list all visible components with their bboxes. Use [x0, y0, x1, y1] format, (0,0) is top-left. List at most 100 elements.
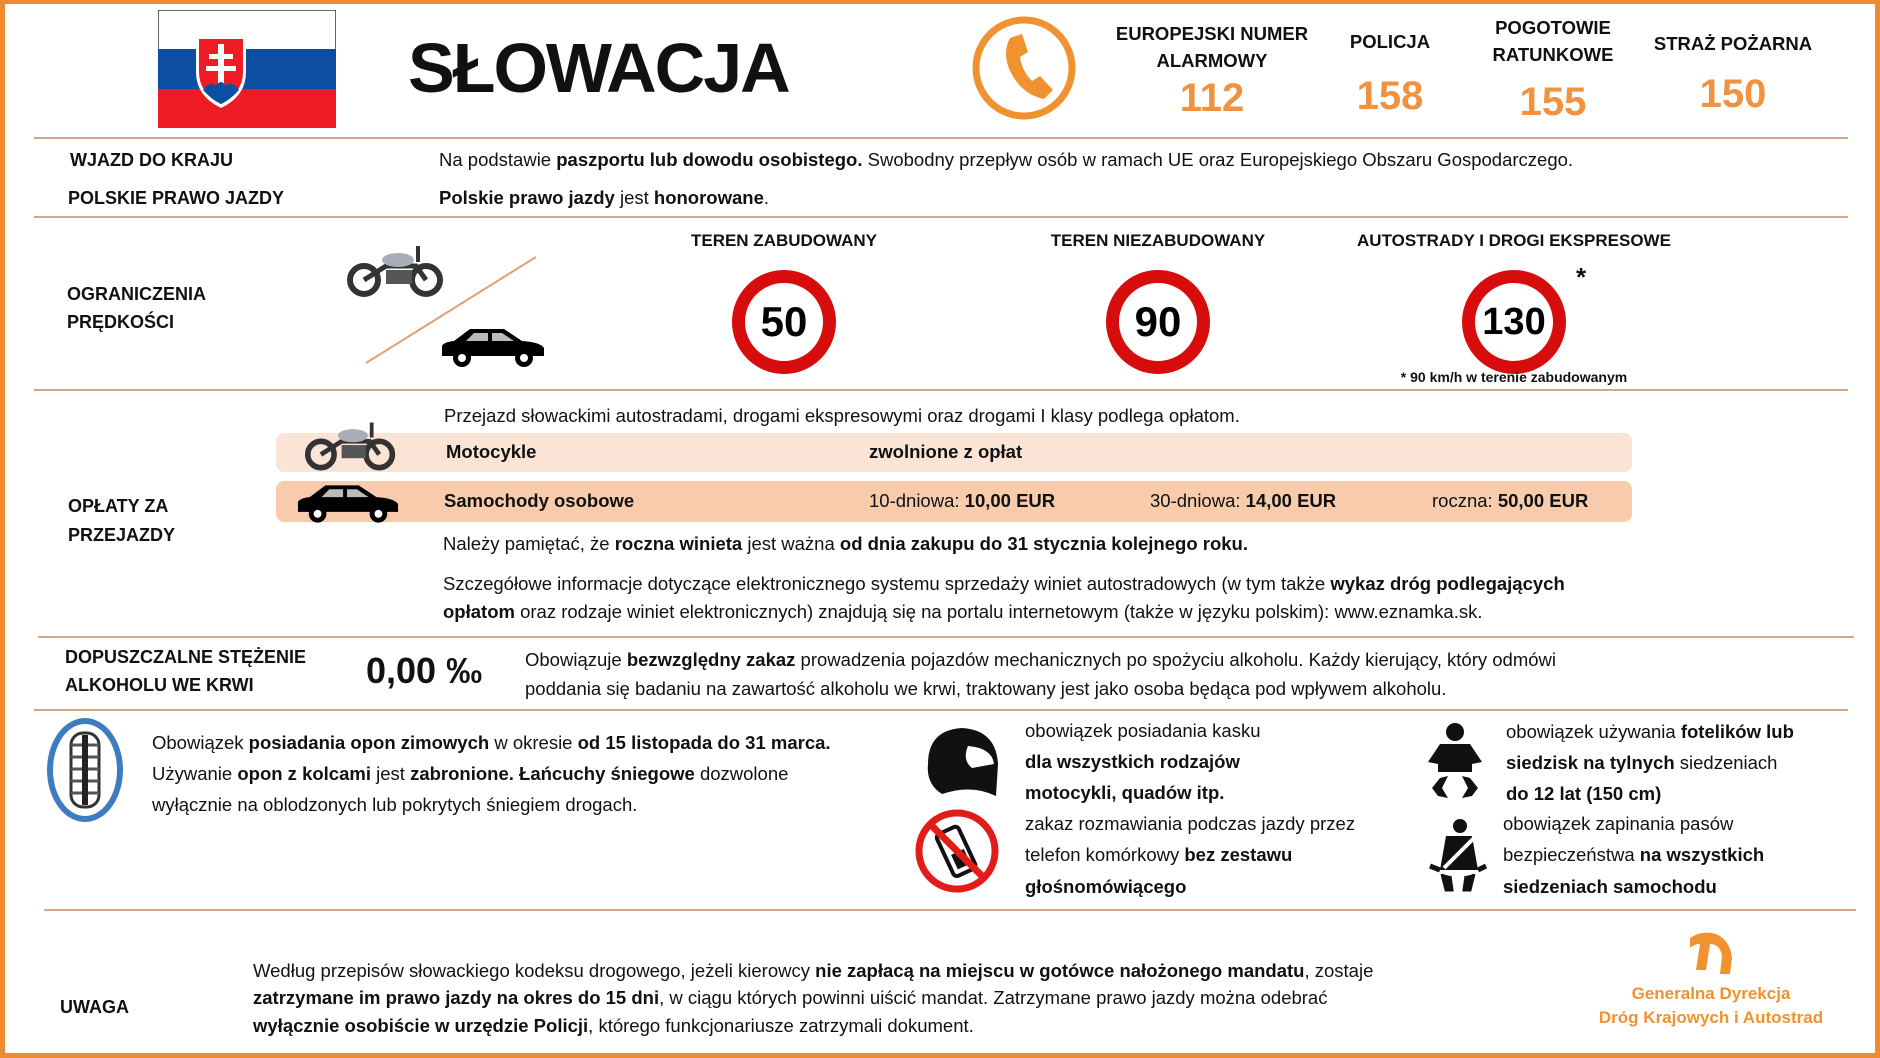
divider — [34, 709, 1848, 711]
motorcycle-icon — [304, 422, 396, 471]
page-title: SŁOWACJA — [408, 29, 791, 107]
divider — [34, 216, 1848, 218]
helmet-line3: motocykli, quadów itp. — [1025, 781, 1224, 805]
car-label: Samochody osobowe — [444, 490, 635, 511]
text-segment: Używanie — [152, 763, 238, 784]
emergency-label: STRAŻ POŻARNA — [1653, 33, 1813, 54]
no-phone-icon — [915, 809, 999, 893]
text-segment: prowadzenia pojazdów mechanicznych po sp… — [795, 649, 1557, 670]
text-segment: Szczegółowe informacje dotyczące elektro… — [443, 573, 1331, 594]
warning-line3: wyłącznie osobiście w urzędzie Policji, … — [253, 1014, 974, 1038]
text-segment: obowiązek używania — [1506, 721, 1681, 742]
child-line2: siedzisk na tylnych siedzeniach — [1506, 751, 1777, 775]
alcohol-label-line2: ALKOHOLU WE KRWI — [65, 675, 254, 695]
emergency-label: ALARMOWY — [1156, 50, 1268, 71]
divider — [34, 389, 1848, 391]
bold-text-segment: roczna winieta — [614, 533, 743, 554]
text-segment: Swobodny przepływ osób w ramach UE oraz … — [862, 149, 1574, 170]
tyres-line2: Używanie opon z kolcami jest zabronione.… — [152, 762, 788, 786]
text-segment: Na podstawie — [439, 149, 557, 170]
helmet-line2: dla wszystkich rodzajów — [1025, 750, 1240, 774]
price-amount: 14,00 EUR — [1245, 490, 1337, 511]
tolls-label-line2: PRZEJAZDY — [68, 525, 176, 545]
speed-limit-sign: 90 — [1106, 270, 1210, 374]
logo-line2: Dróg Krajowych i Autostrad — [1598, 1008, 1824, 1027]
bold-text-segment: do 12 lat (150 cm) — [1506, 783, 1662, 804]
bold-text-segment: wyłącznie osobiście w urzędzie Policji — [253, 1015, 589, 1036]
car-icon — [442, 329, 544, 367]
gddkia-logo-text: Generalna Dyrekcja Dróg Krajowych i Auto… — [1560, 982, 1862, 1030]
gddkia-logo-icon — [1690, 932, 1732, 974]
text-segment: telefon komórkowy — [1025, 844, 1185, 865]
bold-text-segment: zabronione. Łańcuchy śniegowe — [410, 763, 695, 784]
vignette-note: Należy pamiętać, że roczna winieta jest … — [443, 532, 1248, 556]
divider — [34, 137, 1848, 139]
speed-zone-label: TEREN ZABUDOWANY — [690, 231, 878, 250]
belt-line1: obowiązek zapinania pasów — [1503, 812, 1733, 836]
emergency-number: 158 — [1356, 74, 1424, 118]
emergency-label: POLICJA — [1349, 31, 1431, 52]
car-icon — [297, 485, 399, 523]
bold-text-segment: siedzisk na tylnych — [1506, 752, 1675, 773]
speed-label-line1: OGRANICZENIA — [67, 284, 206, 304]
tolls-label-line1: OPŁATY ZA — [68, 496, 169, 516]
motorcycle-toll-row — [276, 433, 1632, 472]
text-segment: , w ciągu których powinni uiścić mandat.… — [659, 987, 1328, 1008]
text-segment: jest — [614, 187, 654, 208]
phone-icon — [972, 16, 1076, 120]
text-segment: , zostaje — [1304, 960, 1374, 981]
bold-text-segment: od 15 listopada do 31 marca. — [577, 732, 831, 753]
text-segment: , którego funkcjonariusze zatrzymali dok… — [588, 1015, 974, 1036]
price-amount: 10,00 EUR — [964, 490, 1056, 511]
bold-text-segment: na wszystkich — [1639, 844, 1765, 865]
text-segment: zakaz rozmawiania podczas jazdy przez — [1025, 813, 1356, 834]
text-segment: obowiązek posiadania kasku — [1025, 720, 1261, 741]
bold-text-segment: nie zapłacą na miejscu w gotówce nałożon… — [815, 960, 1305, 981]
warning-line2: zatrzymane im prawo jazdy na okres do 15… — [253, 986, 1327, 1010]
text-segment: Według przepisów słowackiego kodeksu dro… — [253, 960, 816, 981]
text-segment: wyłącznie na oblodzonych lub pokrytych ś… — [152, 794, 638, 815]
logo-line1: Generalna Dyrekcja — [1631, 984, 1791, 1003]
vignette-price: roczna: 50,00 EUR — [1432, 489, 1588, 513]
speed-limit-sign: 130 — [1462, 270, 1566, 374]
text-segment: jest — [370, 763, 411, 784]
phone-line2: telefon komórkowy bez zestawu — [1025, 843, 1292, 867]
winter-tyre-icon — [47, 718, 123, 822]
bold-text-segment: motocykli, quadów itp. — [1025, 782, 1225, 803]
price-period: 10-dniowa: — [869, 490, 965, 511]
bold-text-segment: opłatom — [443, 601, 515, 622]
alcohol-text-line1: Obowiązuje bezwzględny zakaz prowadzenia… — [525, 648, 1556, 672]
text-segment: siedzeniach — [1674, 752, 1778, 773]
helmet-line1: obowiązek posiadania kasku — [1025, 719, 1261, 743]
tyres-line1: Obowiązek posiadania opon zimowych w okr… — [152, 731, 831, 755]
motorcycle-icon — [347, 246, 443, 297]
tyres-line3: wyłącznie na oblodzonych lub pokrytych ś… — [152, 793, 637, 817]
vignette-details-line1: Szczegółowe informacje dotyczące elektro… — [443, 572, 1565, 596]
alcohol-limit: 0,00 ‰ — [366, 650, 483, 691]
emergency-number: 112 — [1179, 76, 1245, 120]
child-line1: obowiązek używania fotelików lub — [1506, 720, 1794, 744]
motorcycle-label: Motocykle — [446, 441, 537, 462]
text-segment: Obowiązuje — [525, 649, 627, 670]
bold-text-segment: posiadania opon zimowych — [248, 732, 490, 753]
child-seat-icon — [1428, 723, 1482, 798]
bold-text-segment: głośnomówiącego — [1025, 876, 1187, 897]
bold-text-segment: bez zestawu — [1184, 844, 1293, 865]
text-segment: poddania się badaniu na zawartość alkoho… — [525, 678, 1447, 699]
warning-label: UWAGA — [60, 997, 129, 1017]
divider — [44, 909, 1856, 911]
license-text: Polskie prawo jazdy jest honorowane. — [439, 186, 769, 210]
phone-line3: głośnomówiącego — [1025, 875, 1186, 899]
motorcycle-toll-value: zwolnione z opłat — [869, 441, 1023, 462]
child-line3: do 12 lat (150 cm) — [1506, 782, 1661, 806]
price-period: 30-dniowa: — [1150, 490, 1246, 511]
license-label: POLSKIE PRAWO JAZDY — [68, 188, 285, 208]
text-segment: Należy pamiętać, że — [443, 533, 615, 554]
bold-text-segment: dla wszystkich rodzajów — [1025, 751, 1240, 772]
speed-zone-label: TEREN NIEZABUDOWANY — [1050, 231, 1266, 250]
bold-text-segment: siedzeniach samochodu — [1503, 876, 1717, 897]
bold-text-segment: zatrzymane im prawo jazdy na okres do 15… — [253, 987, 660, 1008]
text-segment: dozwolone — [694, 763, 789, 784]
bold-text-segment: od dnia zakupu do 31 stycznia kolejnego … — [839, 533, 1248, 554]
